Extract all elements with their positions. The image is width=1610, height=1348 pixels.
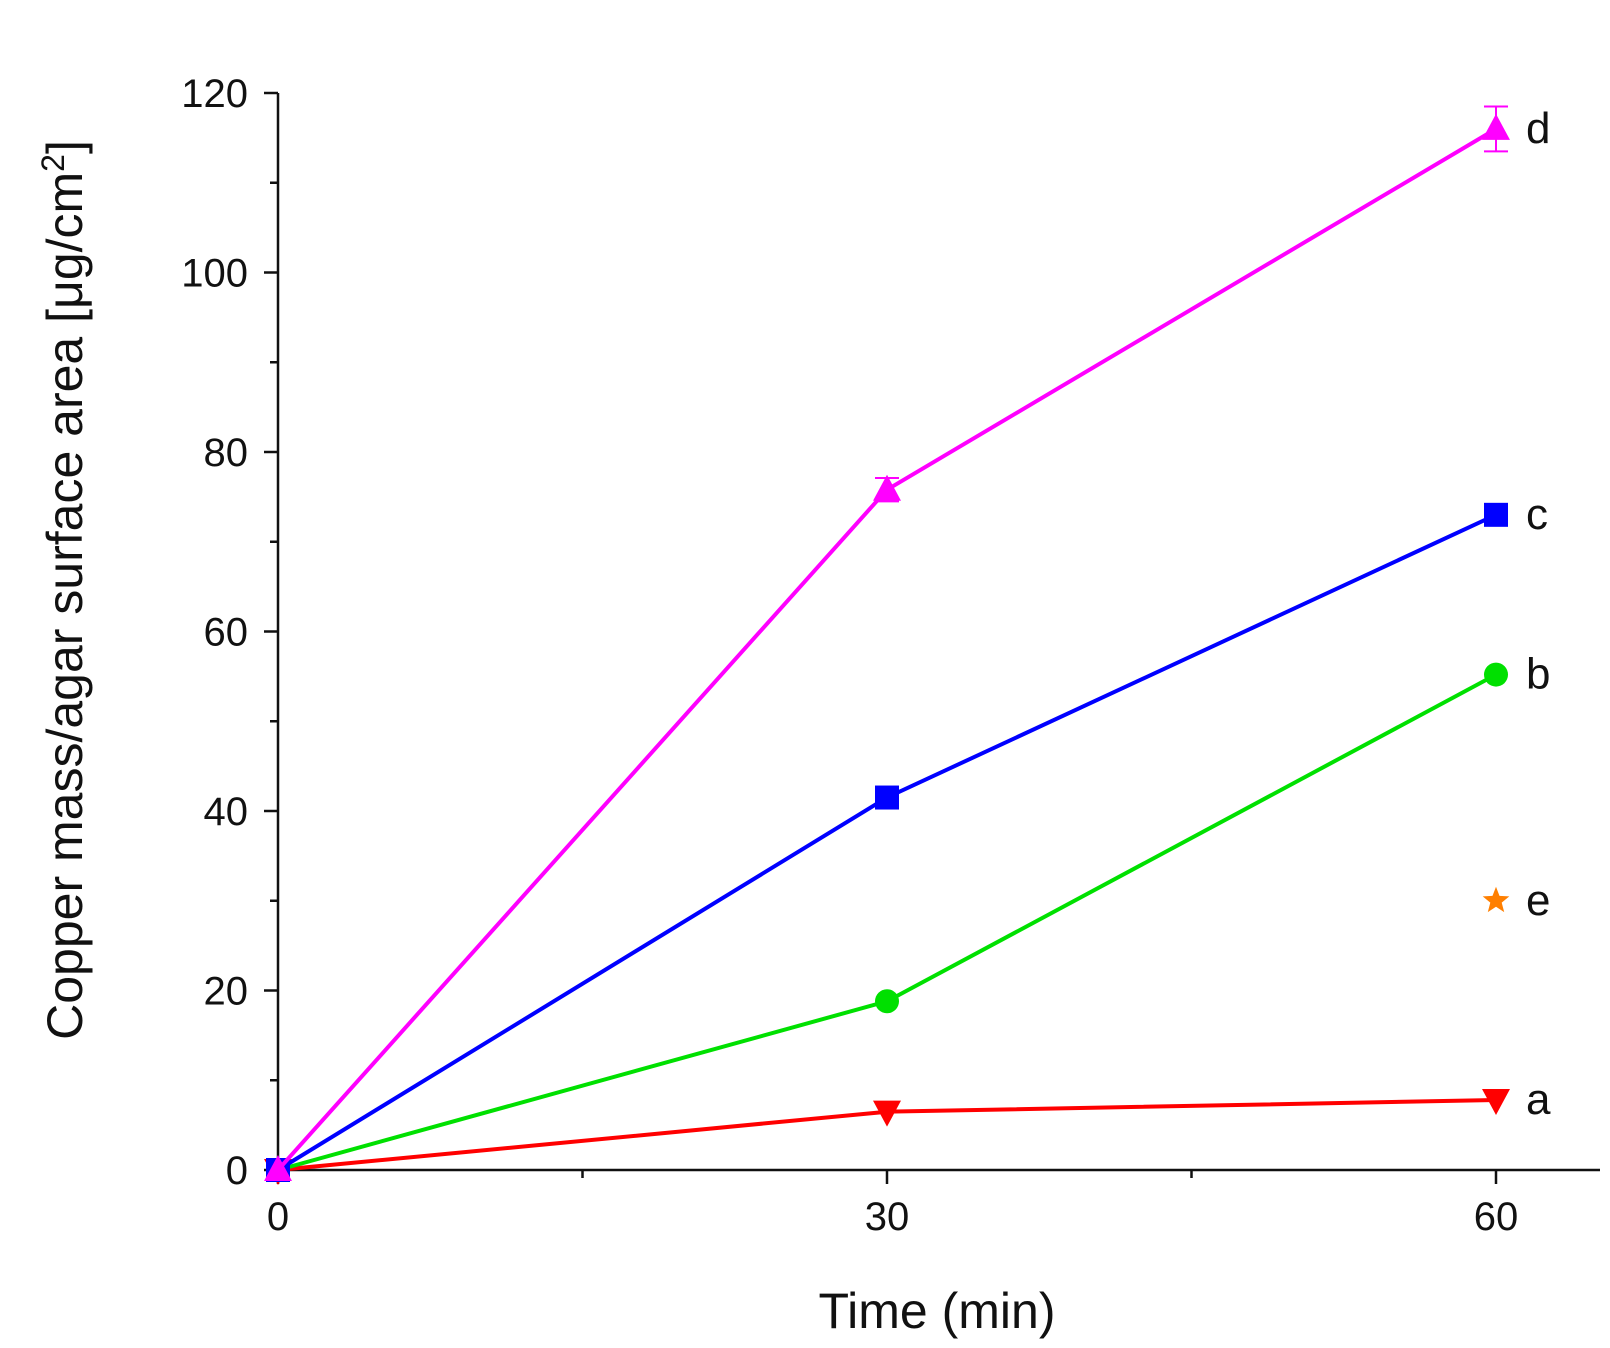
ticks: 0 20 40 60 80 100 120 0 30 60	[181, 72, 1518, 1239]
series-d-point-2	[1482, 113, 1510, 140]
series-layer: a b c d e	[264, 104, 1551, 1185]
y-tick-label-100: 100	[181, 252, 248, 296]
y-tick-label-0: 0	[226, 1149, 248, 1193]
series-d-line	[276, 127, 1498, 1172]
x-axis-title: Time (min)	[818, 1283, 1055, 1339]
series-a: a	[264, 1075, 1551, 1185]
y-tick-label-60: 60	[204, 611, 249, 655]
y-tick-label-40: 40	[204, 790, 249, 834]
series-c-point-1	[875, 785, 899, 810]
series-a-point-2	[1482, 1088, 1510, 1115]
series-d-point-1	[873, 474, 901, 501]
series-c-line	[276, 512, 1497, 1172]
y-tick-label-120: 120	[181, 72, 248, 116]
series-d: d	[264, 104, 1550, 1181]
series-c: c	[266, 490, 1548, 1182]
series-b-point-2	[1484, 662, 1508, 687]
series-b-label: b	[1526, 650, 1550, 699]
series-c-label: c	[1526, 490, 1548, 539]
x-tick-label-30: 30	[865, 1195, 910, 1239]
series-d-point-0	[264, 1155, 292, 1181]
axes	[276, 93, 1600, 1172]
y-axis-title: Copper mass/agar surface area [μg/cm2]	[35, 140, 93, 1040]
y-axis-title-main: Copper mass/agar surface area [μg/cm	[37, 172, 93, 1040]
series-c-point-2	[1484, 502, 1508, 527]
y-axis-title-suffix: ]	[37, 140, 93, 154]
series-b-line	[277, 672, 1497, 1172]
series-e-point-0	[1482, 886, 1510, 913]
y-axis-title-superscript: 2	[35, 154, 71, 172]
series-e: e	[1482, 876, 1550, 925]
series-a-point-1	[873, 1100, 901, 1127]
series-d-label: d	[1526, 104, 1550, 153]
x-tick-label-0: 0	[267, 1195, 289, 1239]
series-a-label: a	[1526, 1075, 1551, 1124]
y-tick-label-80: 80	[204, 431, 249, 475]
series-b-point-1	[875, 989, 899, 1014]
series-e-label: e	[1526, 876, 1550, 925]
y-tick-label-20: 20	[204, 970, 249, 1014]
x-tick-label-60: 60	[1474, 1195, 1519, 1239]
